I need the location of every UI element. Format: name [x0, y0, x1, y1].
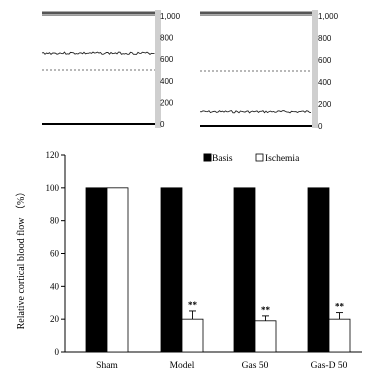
y-tick-label: 80 [50, 216, 60, 226]
significance-mark: ** [188, 300, 198, 310]
recording-tick-label: 600 [160, 55, 174, 64]
bar-ischemia-gas-50 [254, 320, 277, 353]
x-tick-label: Model [170, 361, 195, 371]
legend-swatch-ischemia [255, 153, 264, 162]
legend-label-ischemia: Ischemia [265, 154, 300, 164]
y-tick-label: 60 [50, 249, 60, 259]
recording-panel-right: 1,000 800 600 400 200 0 [199, 10, 339, 131]
bars [85, 187, 351, 353]
recording-tick-label: 200 [160, 98, 174, 107]
recording-tick-label: 800 [160, 34, 174, 43]
y-tick-label: 20 [50, 314, 60, 324]
y-tick-label: 40 [50, 281, 60, 291]
legend-label-basis: Basis [212, 154, 233, 164]
recording-tick-labels: 1,000 800 600 400 200 0 [160, 12, 181, 129]
bar-basis-model [160, 187, 183, 353]
bar-ischemia-sham [106, 187, 129, 353]
y-tick-label: 0 [55, 347, 60, 357]
y-axis-ticks: 0 20 40 60 80 100 120 [46, 150, 65, 357]
recording-tick-label: 1,000 [160, 12, 181, 21]
bar-ischemia-gas-d-50 [328, 318, 351, 353]
legend-swatch-basis [203, 153, 212, 162]
recording-scale-bar [155, 10, 161, 128]
y-tick-label: 100 [46, 183, 60, 193]
significance-mark: ** [261, 305, 271, 315]
recording-scale-bar [312, 10, 318, 128]
x-tick-label: Sham [96, 361, 118, 371]
y-axis-label: Relative cortical blood flow （%） [15, 187, 27, 330]
error-bars [189, 310, 343, 321]
recording-trace [199, 110, 312, 114]
recording-trace [41, 51, 155, 56]
recording-tick-label: 600 [318, 56, 332, 65]
y-tick-label: 120 [46, 150, 60, 160]
significance-marks: ** ** ** [188, 300, 345, 315]
bar-basis-gas-50 [233, 187, 256, 353]
bar-chart: Relative cortical blood flow （%） 0 20 40 60… [15, 150, 362, 371]
x-axis-labels: Sham Model Gas 50 Gas-D 50 [96, 361, 347, 371]
bar-basis-gas-d-50 [307, 187, 330, 353]
recording-panel-left: 1,000 800 600 400 200 0 [41, 10, 181, 129]
bar-basis-sham [85, 187, 108, 353]
recording-tick-labels: 1,000 800 600 400 200 0 [318, 12, 339, 131]
recording-tick-label: 400 [318, 78, 332, 87]
x-tick-label: Gas 50 [242, 361, 269, 371]
recording-tick-label: 200 [318, 100, 332, 109]
bar-ischemia-model [181, 318, 204, 353]
x-tick-label: Gas-D 50 [311, 361, 348, 371]
recording-tick-label: 800 [318, 34, 332, 43]
recording-tick-label: 400 [160, 77, 174, 86]
significance-mark: ** [335, 302, 345, 312]
recording-tick-label: 0 [318, 122, 323, 131]
recording-tick-label: 0 [160, 120, 165, 129]
recording-tick-label: 1,000 [318, 12, 339, 21]
legend: Basis Ischemia [203, 153, 300, 164]
